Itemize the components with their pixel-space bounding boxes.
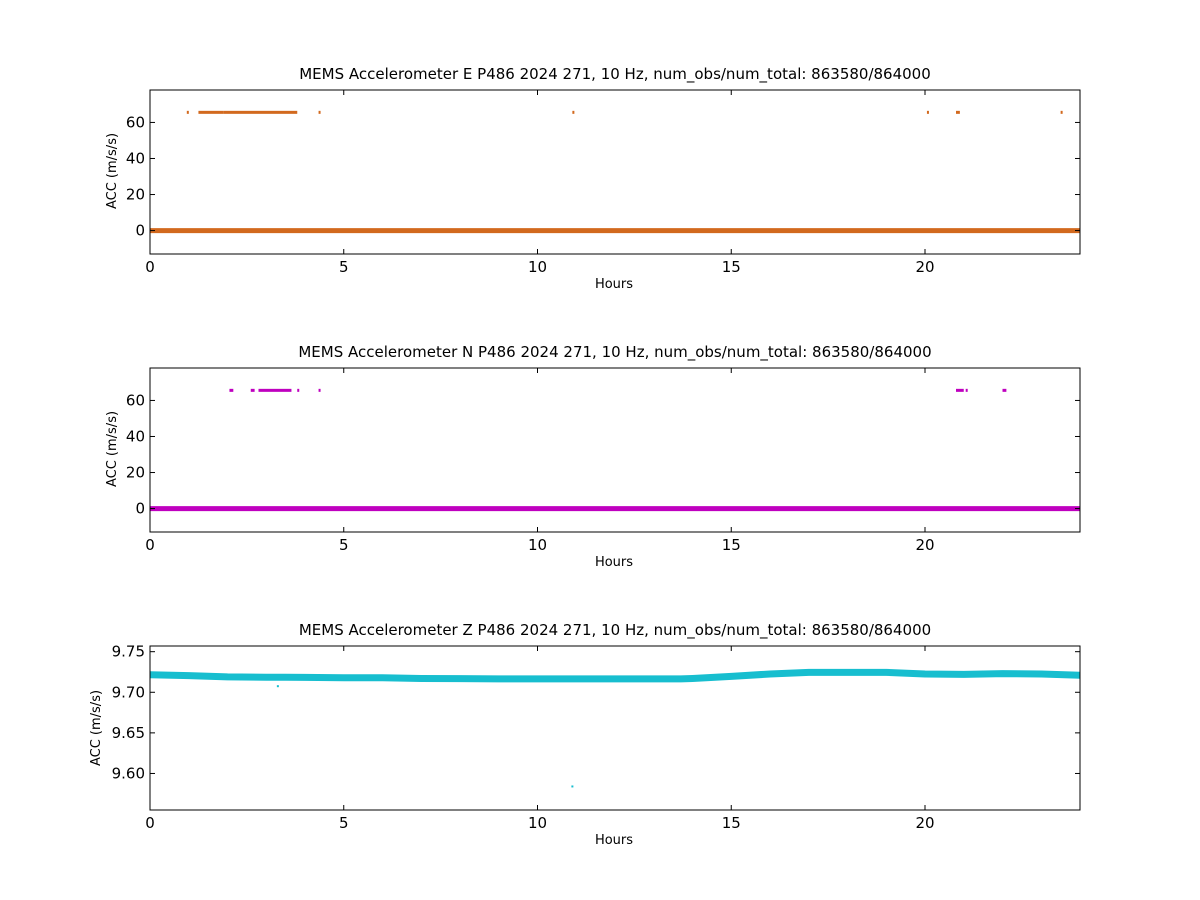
y-tick-label: 9.60	[112, 764, 145, 782]
chart-title-e: MEMS Accelerometer E P486 2024 271, 10 H…	[299, 65, 931, 84]
plot-frame-e	[149, 89, 1081, 255]
x-tick-label: 5	[339, 258, 349, 276]
outlier-mark-n	[229, 388, 234, 392]
chart-panel-e: MEMS Accelerometer E P486 2024 271, 10 H…	[105, 65, 1081, 292]
y-tick-label: 9.70	[112, 683, 145, 701]
x-tick-label: 15	[722, 814, 741, 832]
outlier-mark-e	[572, 110, 575, 114]
y-tick-label: 40	[126, 427, 145, 445]
x-tick-label: 10	[528, 258, 547, 276]
y-tick-label: 0	[135, 222, 145, 240]
outlier-mark-n	[250, 388, 255, 392]
chart-title-z: MEMS Accelerometer Z P486 2024 271, 10 H…	[299, 621, 931, 640]
x-tick-label: 15	[722, 258, 741, 276]
data-marks-n	[150, 388, 1080, 512]
outlier-mark-e	[1060, 110, 1063, 114]
x-tick-label: 5	[339, 814, 349, 832]
outlier-mark-e	[223, 110, 298, 114]
y-tick-label: 20	[126, 186, 145, 204]
y-axis-label-n: ACC (m/s/s)	[105, 411, 120, 487]
outlier-mark-n	[258, 388, 292, 392]
outlier-mark-n	[965, 388, 968, 392]
x-tick-label: 20	[915, 258, 934, 276]
y-tick-label: 0	[135, 500, 145, 518]
y-tick-label: 20	[126, 464, 145, 482]
data-marks-z	[150, 668, 1080, 788]
x-tick-label: 0	[145, 536, 155, 554]
x-tick-label: 0	[145, 814, 155, 832]
x-axis-label-z: Hours	[595, 833, 633, 848]
outlier-mark-e	[198, 110, 224, 114]
x-axis-label-e: Hours	[595, 277, 633, 292]
x-tick-label: 5	[339, 536, 349, 554]
outlier-point-z	[571, 785, 574, 788]
outlier-mark-e	[186, 110, 189, 114]
y-tick-label: 60	[126, 391, 145, 409]
y-tick-label: 9.75	[112, 643, 145, 661]
x-tick-label: 0	[145, 258, 155, 276]
chart-title-n: MEMS Accelerometer N P486 2024 271, 10 H…	[298, 343, 931, 362]
x-tick-label: 20	[915, 536, 934, 554]
x-tick-label: 10	[528, 536, 547, 554]
y-axis-label-e: ACC (m/s/s)	[105, 133, 120, 209]
chart-panel-z: MEMS Accelerometer Z P486 2024 271, 10 H…	[89, 621, 1081, 848]
x-tick-label: 10	[528, 814, 547, 832]
y-tick-label: 9.65	[112, 724, 145, 742]
x-tick-label: 20	[915, 814, 934, 832]
plot-frame-z	[149, 645, 1081, 811]
outlier-point-z	[276, 685, 279, 688]
y-axis-label-z: ACC (m/s/s)	[89, 690, 104, 766]
outlier-mark-n	[318, 388, 321, 392]
outlier-mark-e	[956, 110, 960, 114]
chart-panel-n: MEMS Accelerometer N P486 2024 271, 10 H…	[105, 343, 1081, 570]
plot-frame-n	[149, 367, 1081, 533]
data-marks-e	[150, 110, 1080, 234]
x-tick-label: 15	[722, 536, 741, 554]
outlier-mark-e	[318, 110, 321, 114]
y-tick-label: 60	[126, 113, 145, 131]
outlier-mark-n	[1002, 388, 1007, 392]
outlier-mark-e	[926, 110, 929, 114]
y-tick-label: 40	[126, 149, 145, 167]
outlier-mark-n	[297, 388, 300, 392]
x-axis-label-n: Hours	[595, 555, 633, 570]
outlier-mark-n	[956, 388, 964, 392]
trend-series-z	[150, 668, 1080, 683]
